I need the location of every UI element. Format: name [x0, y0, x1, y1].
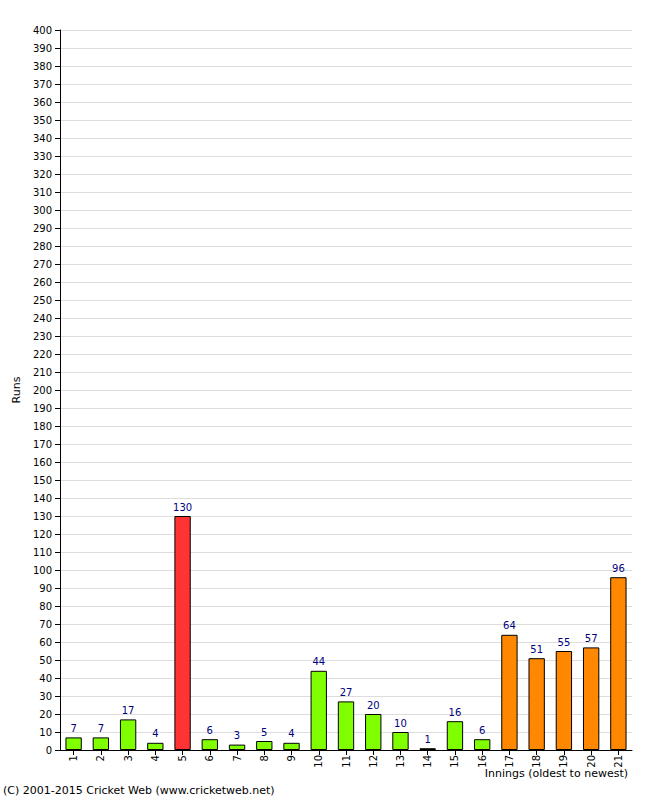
- svg-text:51: 51: [530, 644, 543, 655]
- svg-text:160: 160: [33, 457, 52, 468]
- svg-text:210: 210: [33, 367, 52, 378]
- svg-text:80: 80: [39, 601, 52, 612]
- svg-text:290: 290: [33, 223, 52, 234]
- svg-text:7: 7: [70, 723, 76, 734]
- svg-text:(C) 2001-2015 Cricket Web (www: (C) 2001-2015 Cricket Web (www.cricketwe…: [3, 784, 275, 797]
- svg-text:10: 10: [394, 718, 407, 729]
- svg-text:7: 7: [232, 755, 243, 761]
- svg-text:250: 250: [33, 295, 52, 306]
- svg-text:17: 17: [122, 705, 135, 716]
- svg-text:50: 50: [39, 655, 52, 666]
- svg-text:280: 280: [33, 241, 52, 252]
- svg-text:70: 70: [39, 619, 52, 630]
- svg-text:20: 20: [586, 755, 597, 768]
- svg-text:6: 6: [479, 725, 485, 736]
- svg-text:3: 3: [234, 730, 240, 741]
- svg-text:120: 120: [33, 529, 52, 540]
- svg-text:200: 200: [33, 385, 52, 396]
- svg-text:27: 27: [340, 687, 353, 698]
- svg-text:4: 4: [152, 728, 158, 739]
- svg-text:4: 4: [288, 728, 294, 739]
- svg-text:20: 20: [39, 709, 52, 720]
- svg-text:96: 96: [612, 563, 625, 574]
- svg-text:150: 150: [33, 475, 52, 486]
- svg-text:270: 270: [33, 259, 52, 270]
- svg-text:30: 30: [39, 691, 52, 702]
- svg-text:16: 16: [449, 707, 462, 718]
- svg-text:100: 100: [33, 565, 52, 576]
- svg-text:90: 90: [39, 583, 52, 594]
- svg-text:230: 230: [33, 331, 52, 342]
- svg-text:11: 11: [341, 755, 352, 768]
- svg-text:19: 19: [558, 755, 569, 768]
- svg-text:4: 4: [150, 755, 161, 761]
- svg-text:10: 10: [39, 727, 52, 738]
- svg-text:110: 110: [33, 547, 52, 558]
- svg-text:15: 15: [449, 755, 460, 768]
- svg-text:330: 330: [33, 151, 52, 162]
- svg-text:9: 9: [286, 755, 297, 761]
- svg-text:340: 340: [33, 133, 52, 144]
- svg-text:350: 350: [33, 115, 52, 126]
- svg-text:380: 380: [33, 61, 52, 72]
- svg-text:6: 6: [204, 755, 215, 761]
- svg-text:1: 1: [68, 755, 79, 761]
- svg-text:8: 8: [259, 755, 270, 761]
- svg-text:21: 21: [613, 755, 624, 768]
- svg-text:170: 170: [33, 439, 52, 450]
- svg-text:3: 3: [123, 755, 134, 761]
- svg-text:40: 40: [39, 673, 52, 684]
- svg-text:6: 6: [207, 725, 213, 736]
- svg-text:1: 1: [425, 734, 431, 745]
- svg-text:5: 5: [261, 727, 267, 738]
- svg-text:2: 2: [95, 755, 106, 761]
- svg-text:10: 10: [313, 755, 324, 768]
- svg-text:180: 180: [33, 421, 52, 432]
- svg-text:240: 240: [33, 313, 52, 324]
- svg-text:390: 390: [33, 43, 52, 54]
- svg-text:7: 7: [98, 723, 104, 734]
- svg-text:20: 20: [367, 700, 380, 711]
- svg-text:130: 130: [33, 511, 52, 522]
- svg-text:320: 320: [33, 169, 52, 180]
- svg-text:55: 55: [558, 637, 571, 648]
- svg-text:44: 44: [312, 656, 325, 667]
- svg-text:18: 18: [531, 755, 542, 768]
- svg-text:5: 5: [177, 755, 188, 761]
- svg-text:14: 14: [422, 755, 433, 768]
- svg-text:300: 300: [33, 205, 52, 216]
- svg-text:16: 16: [477, 755, 488, 768]
- svg-text:64: 64: [503, 620, 516, 631]
- svg-text:57: 57: [585, 633, 598, 644]
- svg-text:220: 220: [33, 349, 52, 360]
- svg-text:140: 140: [33, 493, 52, 504]
- svg-text:12: 12: [368, 755, 379, 768]
- svg-text:13: 13: [395, 755, 406, 768]
- svg-text:190: 190: [33, 403, 52, 414]
- svg-text:130: 130: [173, 502, 192, 513]
- svg-text:Innings (oldest to newest): Innings (oldest to newest): [485, 767, 628, 780]
- svg-text:360: 360: [33, 97, 52, 108]
- svg-text:60: 60: [39, 637, 52, 648]
- svg-text:310: 310: [33, 187, 52, 198]
- svg-text:260: 260: [33, 277, 52, 288]
- svg-text:400: 400: [33, 25, 52, 36]
- svg-text:Runs: Runs: [10, 376, 23, 403]
- svg-text:0: 0: [46, 745, 52, 756]
- svg-text:17: 17: [504, 755, 515, 768]
- svg-text:370: 370: [33, 79, 52, 90]
